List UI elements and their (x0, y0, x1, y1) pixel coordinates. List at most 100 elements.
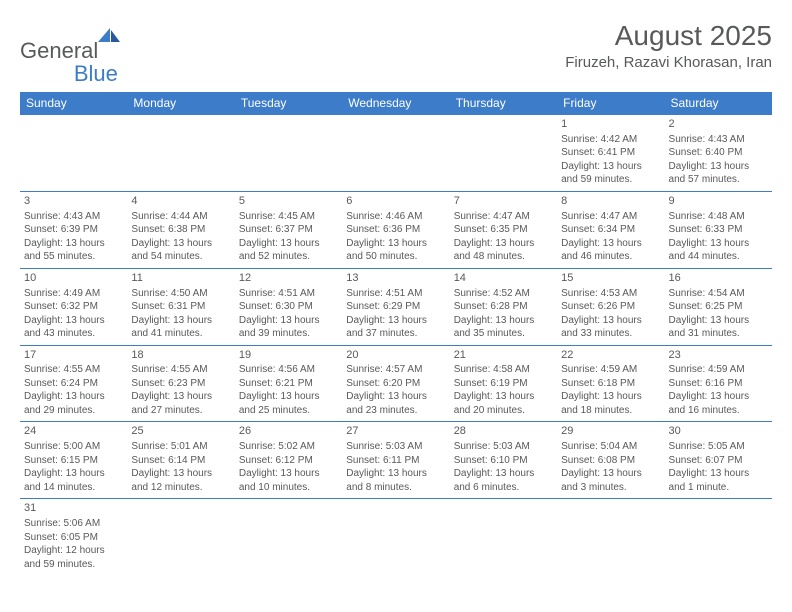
sunset-text: Sunset: 6:30 PM (239, 300, 338, 314)
daylight-text: and 16 minutes. (669, 404, 768, 418)
sunrise-text: Sunrise: 4:50 AM (131, 287, 230, 301)
daylight-text: Daylight: 13 hours (24, 467, 123, 481)
sunrise-text: Sunrise: 4:56 AM (239, 363, 338, 377)
sunrise-text: Sunrise: 4:58 AM (454, 363, 553, 377)
day-header: Monday (127, 92, 234, 115)
sunrise-text: Sunrise: 4:45 AM (239, 210, 338, 224)
sunrise-text: Sunrise: 5:00 AM (24, 440, 123, 454)
day-number: 22 (561, 348, 660, 363)
daylight-text: Daylight: 13 hours (24, 314, 123, 328)
calendar-day: 19Sunrise: 4:56 AMSunset: 6:21 PMDayligh… (235, 345, 342, 422)
daylight-text: and 59 minutes. (561, 173, 660, 187)
brand-logo: General GeneBlue (20, 26, 122, 86)
sunrise-text: Sunrise: 4:51 AM (346, 287, 445, 301)
calendar-day-empty (127, 115, 234, 192)
daylight-text: Daylight: 13 hours (131, 390, 230, 404)
day-number: 21 (454, 348, 553, 363)
day-number: 18 (131, 348, 230, 363)
daylight-text: Daylight: 13 hours (454, 237, 553, 251)
day-header-row: SundayMondayTuesdayWednesdayThursdayFrid… (20, 92, 772, 115)
title-block: August 2025 Firuzeh, Razavi Khorasan, Ir… (565, 20, 772, 71)
daylight-text: Daylight: 13 hours (669, 467, 768, 481)
daylight-text: Daylight: 13 hours (239, 390, 338, 404)
sunset-text: Sunset: 6:33 PM (669, 223, 768, 237)
daylight-text: and 10 minutes. (239, 481, 338, 495)
calendar-day-empty (235, 115, 342, 192)
day-header: Tuesday (235, 92, 342, 115)
daylight-text: and 48 minutes. (454, 250, 553, 264)
daylight-text: Daylight: 13 hours (131, 467, 230, 481)
sunset-text: Sunset: 6:16 PM (669, 377, 768, 391)
sunrise-text: Sunrise: 4:46 AM (346, 210, 445, 224)
page-title: August 2025 (565, 20, 772, 52)
sunrise-text: Sunrise: 4:51 AM (239, 287, 338, 301)
sunrise-text: Sunrise: 4:55 AM (24, 363, 123, 377)
calendar-day: 9Sunrise: 4:48 AMSunset: 6:33 PMDaylight… (665, 191, 772, 268)
calendar-day: 3Sunrise: 4:43 AMSunset: 6:39 PMDaylight… (20, 191, 127, 268)
daylight-text: and 25 minutes. (239, 404, 338, 418)
daylight-text: and 50 minutes. (346, 250, 445, 264)
calendar-day: 15Sunrise: 4:53 AMSunset: 6:26 PMDayligh… (557, 268, 664, 345)
sunset-text: Sunset: 6:25 PM (669, 300, 768, 314)
daylight-text: Daylight: 13 hours (669, 160, 768, 174)
daylight-text: Daylight: 13 hours (561, 160, 660, 174)
daylight-text: and 12 minutes. (131, 481, 230, 495)
sunrise-text: Sunrise: 4:43 AM (669, 133, 768, 147)
day-number: 7 (454, 194, 553, 209)
sail-icon (96, 26, 122, 44)
daylight-text: and 39 minutes. (239, 327, 338, 341)
sunset-text: Sunset: 6:38 PM (131, 223, 230, 237)
day-number: 2 (669, 117, 768, 132)
brand-name-1: General (20, 38, 98, 63)
sunrise-text: Sunrise: 5:04 AM (561, 440, 660, 454)
day-number: 11 (131, 271, 230, 286)
calendar-table: SundayMondayTuesdayWednesdayThursdayFrid… (20, 92, 772, 575)
calendar-day: 29Sunrise: 5:04 AMSunset: 6:08 PMDayligh… (557, 422, 664, 499)
daylight-text: Daylight: 13 hours (346, 314, 445, 328)
sunset-text: Sunset: 6:40 PM (669, 146, 768, 160)
day-header: Wednesday (342, 92, 449, 115)
day-number: 28 (454, 424, 553, 439)
calendar-day-empty (235, 499, 342, 575)
day-number: 8 (561, 194, 660, 209)
daylight-text: and 20 minutes. (454, 404, 553, 418)
sunrise-text: Sunrise: 4:43 AM (24, 210, 123, 224)
sunset-text: Sunset: 6:14 PM (131, 454, 230, 468)
day-header: Saturday (665, 92, 772, 115)
calendar-day: 5Sunrise: 4:45 AMSunset: 6:37 PMDaylight… (235, 191, 342, 268)
calendar-day: 31Sunrise: 5:06 AMSunset: 6:05 PMDayligh… (20, 499, 127, 575)
calendar-day-empty (20, 115, 127, 192)
daylight-text: and 14 minutes. (24, 481, 123, 495)
calendar-week: 24Sunrise: 5:00 AMSunset: 6:15 PMDayligh… (20, 422, 772, 499)
calendar-day-empty (557, 499, 664, 575)
daylight-text: and 29 minutes. (24, 404, 123, 418)
daylight-text: Daylight: 13 hours (561, 314, 660, 328)
daylight-text: and 35 minutes. (454, 327, 553, 341)
day-header: Friday (557, 92, 664, 115)
sunrise-text: Sunrise: 4:49 AM (24, 287, 123, 301)
daylight-text: Daylight: 13 hours (561, 390, 660, 404)
sunset-text: Sunset: 6:37 PM (239, 223, 338, 237)
day-number: 12 (239, 271, 338, 286)
daylight-text: Daylight: 13 hours (669, 237, 768, 251)
sunset-text: Sunset: 6:23 PM (131, 377, 230, 391)
sunrise-text: Sunrise: 4:47 AM (454, 210, 553, 224)
sunrise-text: Sunrise: 5:06 AM (24, 517, 123, 531)
sunset-text: Sunset: 6:24 PM (24, 377, 123, 391)
calendar-day: 12Sunrise: 4:51 AMSunset: 6:30 PMDayligh… (235, 268, 342, 345)
calendar-week: 10Sunrise: 4:49 AMSunset: 6:32 PMDayligh… (20, 268, 772, 345)
daylight-text: Daylight: 13 hours (239, 467, 338, 481)
day-number: 20 (346, 348, 445, 363)
day-number: 24 (24, 424, 123, 439)
calendar-day: 26Sunrise: 5:02 AMSunset: 6:12 PMDayligh… (235, 422, 342, 499)
sunrise-text: Sunrise: 5:03 AM (346, 440, 445, 454)
daylight-text: Daylight: 13 hours (346, 237, 445, 251)
calendar-week: 1Sunrise: 4:42 AMSunset: 6:41 PMDaylight… (20, 115, 772, 192)
sunset-text: Sunset: 6:07 PM (669, 454, 768, 468)
calendar-day: 30Sunrise: 5:05 AMSunset: 6:07 PMDayligh… (665, 422, 772, 499)
calendar-week: 31Sunrise: 5:06 AMSunset: 6:05 PMDayligh… (20, 499, 772, 575)
day-number: 30 (669, 424, 768, 439)
calendar-day: 14Sunrise: 4:52 AMSunset: 6:28 PMDayligh… (450, 268, 557, 345)
daylight-text: Daylight: 13 hours (561, 237, 660, 251)
day-number: 25 (131, 424, 230, 439)
